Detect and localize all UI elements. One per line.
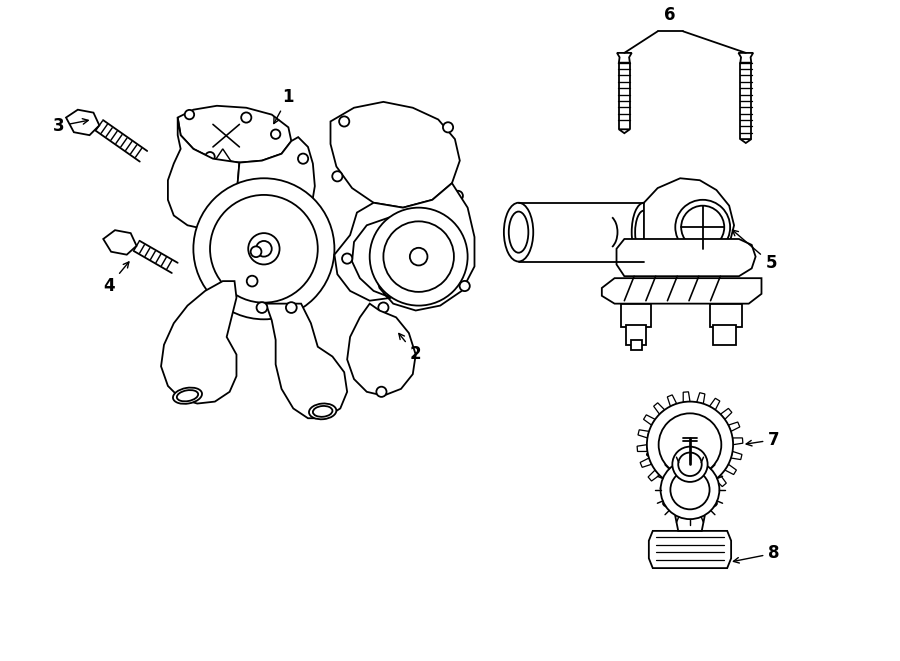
Polygon shape	[168, 118, 239, 229]
Ellipse shape	[508, 212, 528, 253]
Polygon shape	[703, 483, 713, 494]
Circle shape	[210, 195, 318, 303]
Polygon shape	[213, 149, 232, 163]
Polygon shape	[177, 106, 292, 163]
Circle shape	[672, 447, 707, 482]
Ellipse shape	[176, 390, 198, 401]
Polygon shape	[619, 130, 630, 134]
Polygon shape	[66, 110, 99, 135]
Text: 2: 2	[399, 333, 421, 364]
Polygon shape	[638, 430, 649, 438]
Circle shape	[370, 208, 468, 305]
Ellipse shape	[309, 403, 337, 419]
Circle shape	[679, 453, 702, 476]
Polygon shape	[660, 480, 670, 491]
Circle shape	[410, 248, 427, 266]
Polygon shape	[709, 399, 720, 410]
Circle shape	[332, 171, 343, 181]
Polygon shape	[724, 464, 736, 475]
Circle shape	[248, 233, 280, 264]
Polygon shape	[335, 183, 474, 311]
Polygon shape	[731, 451, 742, 459]
Circle shape	[647, 402, 734, 488]
Circle shape	[681, 206, 724, 249]
Polygon shape	[733, 438, 742, 445]
Polygon shape	[675, 486, 683, 496]
Circle shape	[443, 122, 453, 132]
Circle shape	[675, 200, 730, 254]
Text: 3: 3	[52, 117, 88, 136]
Circle shape	[383, 221, 454, 292]
Circle shape	[298, 153, 308, 164]
Circle shape	[241, 112, 251, 123]
Polygon shape	[667, 395, 677, 407]
Polygon shape	[741, 139, 751, 143]
Ellipse shape	[173, 387, 202, 404]
Text: 5: 5	[733, 230, 777, 272]
Polygon shape	[266, 303, 347, 418]
Polygon shape	[626, 325, 646, 345]
Polygon shape	[728, 422, 740, 432]
Polygon shape	[709, 303, 742, 327]
Circle shape	[251, 247, 261, 257]
Circle shape	[271, 130, 280, 139]
Text: 4: 4	[104, 262, 129, 295]
Polygon shape	[161, 281, 237, 404]
Polygon shape	[716, 475, 726, 486]
Circle shape	[342, 253, 352, 264]
Circle shape	[339, 116, 349, 126]
Ellipse shape	[635, 211, 652, 254]
Circle shape	[194, 178, 335, 319]
Polygon shape	[649, 531, 731, 568]
Circle shape	[378, 303, 389, 313]
Text: 1: 1	[274, 88, 294, 124]
Ellipse shape	[632, 203, 656, 262]
Polygon shape	[616, 239, 756, 276]
Ellipse shape	[668, 498, 712, 508]
Ellipse shape	[647, 449, 734, 460]
Polygon shape	[713, 325, 736, 345]
Circle shape	[286, 302, 297, 313]
Polygon shape	[637, 445, 647, 451]
Ellipse shape	[313, 406, 332, 417]
Polygon shape	[721, 408, 732, 419]
Circle shape	[659, 413, 721, 476]
Circle shape	[296, 191, 306, 201]
Circle shape	[460, 281, 470, 291]
Polygon shape	[644, 415, 655, 425]
Circle shape	[205, 152, 215, 161]
Polygon shape	[697, 393, 705, 404]
Circle shape	[256, 241, 272, 256]
Polygon shape	[235, 137, 315, 249]
Polygon shape	[683, 392, 690, 402]
Polygon shape	[104, 230, 137, 254]
Text: 6: 6	[663, 5, 675, 24]
Polygon shape	[621, 303, 651, 327]
Text: 8: 8	[734, 544, 779, 563]
Polygon shape	[675, 506, 705, 531]
Circle shape	[376, 387, 386, 397]
Circle shape	[453, 191, 463, 201]
Circle shape	[247, 276, 257, 286]
Circle shape	[661, 460, 719, 519]
Polygon shape	[653, 403, 664, 414]
Circle shape	[670, 470, 709, 510]
Circle shape	[280, 240, 291, 250]
Polygon shape	[330, 102, 460, 208]
Ellipse shape	[504, 203, 534, 262]
Polygon shape	[602, 278, 761, 303]
Polygon shape	[347, 303, 416, 396]
Circle shape	[256, 302, 267, 313]
Polygon shape	[617, 53, 632, 63]
Polygon shape	[640, 458, 652, 467]
Circle shape	[184, 110, 194, 119]
Text: 7: 7	[746, 431, 780, 449]
Ellipse shape	[663, 496, 717, 510]
Polygon shape	[739, 53, 753, 63]
Polygon shape	[648, 470, 660, 481]
Polygon shape	[631, 340, 642, 350]
Polygon shape	[644, 178, 734, 266]
Polygon shape	[690, 487, 697, 498]
